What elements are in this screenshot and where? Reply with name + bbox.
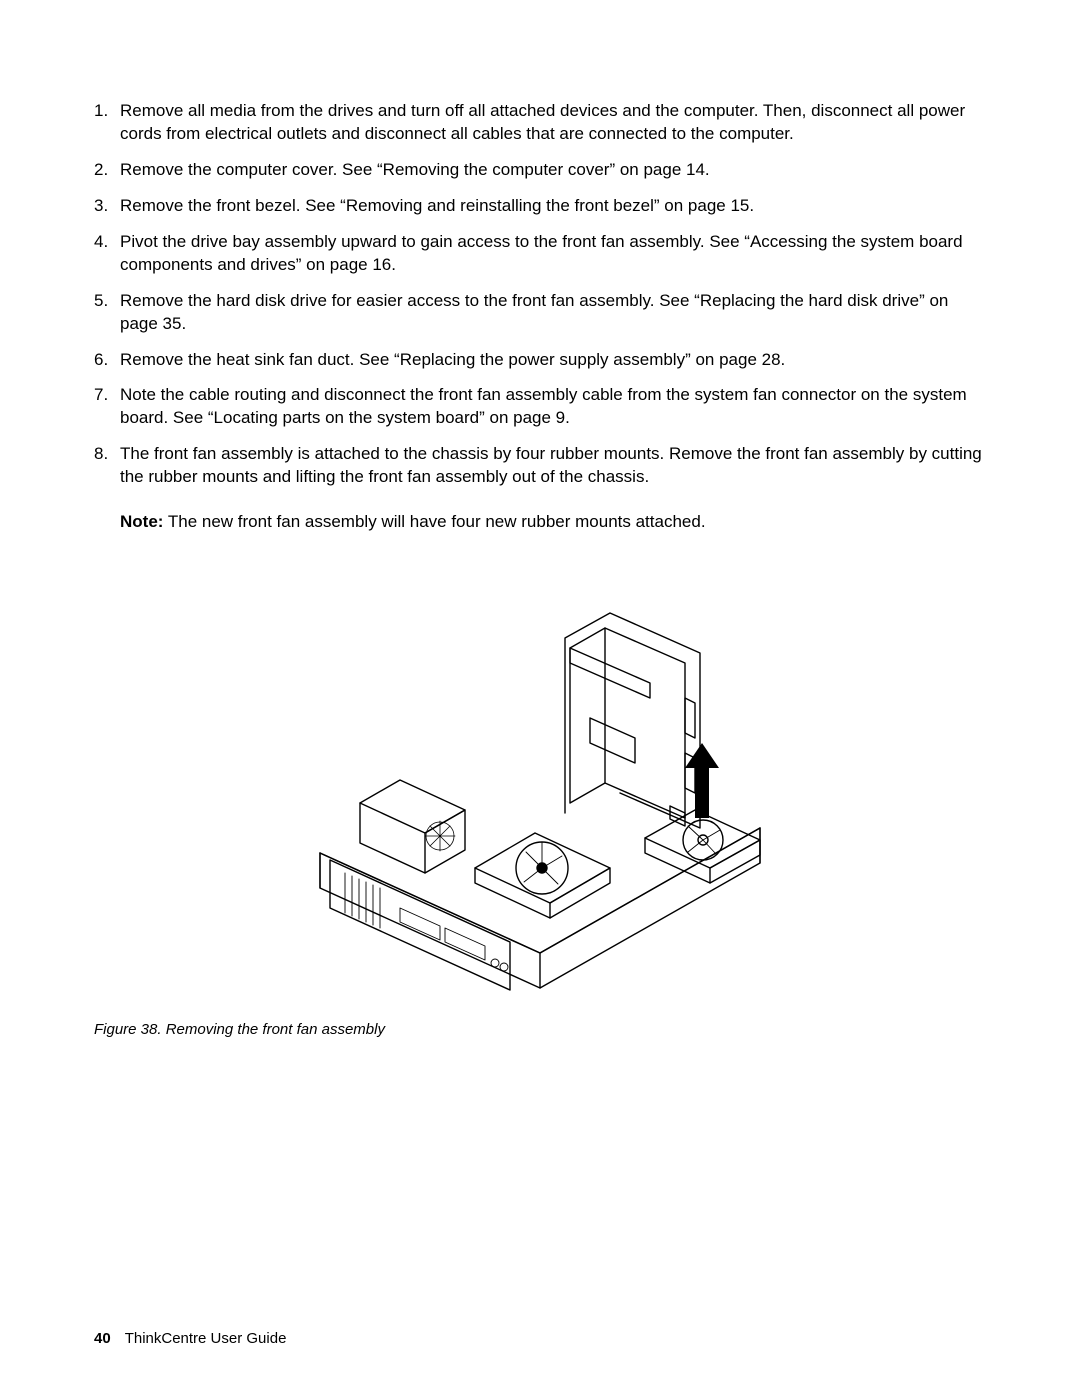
- step-text: Remove all media from the drives and tur…: [120, 101, 965, 143]
- instruction-list: Remove all media from the drives and tur…: [94, 100, 986, 489]
- step-item: Pivot the drive bay assembly upward to g…: [94, 231, 986, 277]
- step-text: The front fan assembly is attached to th…: [120, 444, 982, 486]
- step-item: Remove the computer cover. See “Removing…: [94, 159, 986, 182]
- step-item: Remove the hard disk drive for easier ac…: [94, 290, 986, 336]
- note-paragraph: Note: The new front fan assembly will ha…: [94, 511, 986, 534]
- chassis-illustration: [290, 568, 790, 998]
- step-text: Remove the computer cover. See “Removing…: [120, 160, 710, 179]
- doc-title: ThinkCentre User Guide: [125, 1330, 287, 1347]
- page-number: 40: [94, 1330, 111, 1347]
- step-item: The front fan assembly is attached to th…: [94, 443, 986, 489]
- page-content: Remove all media from the drives and tur…: [0, 0, 1080, 1038]
- step-text: Remove the heat sink fan duct. See “Repl…: [120, 350, 785, 369]
- figure-caption: Figure 38. Removing the front fan assemb…: [94, 1021, 986, 1038]
- step-item: Remove the front bezel. See “Removing an…: [94, 195, 986, 218]
- page-footer: 40 ThinkCentre User Guide: [94, 1330, 286, 1347]
- step-text: Note the cable routing and disconnect th…: [120, 385, 967, 427]
- step-text: Remove the hard disk drive for easier ac…: [120, 291, 948, 333]
- note-text: The new front fan assembly will have fou…: [163, 512, 705, 531]
- step-item: Note the cable routing and disconnect th…: [94, 384, 986, 430]
- step-text: Remove the front bezel. See “Removing an…: [120, 196, 754, 215]
- step-item: Remove the heat sink fan duct. See “Repl…: [94, 349, 986, 372]
- figure-container: Figure 38. Removing the front fan assemb…: [94, 568, 986, 1038]
- step-text: Pivot the drive bay assembly upward to g…: [120, 232, 963, 274]
- step-item: Remove all media from the drives and tur…: [94, 100, 986, 146]
- note-label: Note:: [120, 512, 163, 531]
